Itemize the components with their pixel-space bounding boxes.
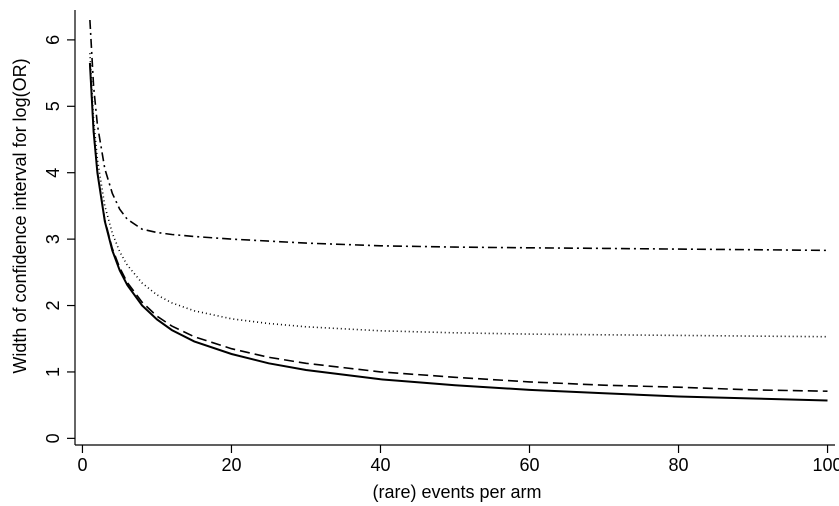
series-line-dashdot [89,19,828,252]
series-line-dashed [89,63,828,392]
series-line-solid [88,63,828,402]
y-tick-label: 0 [43,433,63,443]
y-tick-label: 1 [43,367,63,377]
x-axis-title: (rare) events per arm [372,482,541,502]
series-line-dotted [89,53,828,338]
x-tick-label: 20 [221,455,241,475]
x-tick-label: 80 [669,455,689,475]
y-tick-label: 4 [43,168,63,178]
y-tick-label: 2 [43,301,63,311]
y-tick-label: 3 [43,234,63,244]
y-axis-ticks: 0 1 2 3 4 5 6 [43,35,75,443]
x-tick-label: 100 [813,455,839,475]
x-tick-label: 60 [519,455,539,475]
y-tick-label: 5 [43,101,63,111]
series-group [88,19,828,402]
x-tick-label: 0 [77,455,87,475]
y-tick-label: 6 [43,35,63,45]
x-axis-ticks: 0 20 40 60 80 100 [77,445,839,475]
x-tick-label: 40 [370,455,390,475]
y-axis-title: Width of confidence interval for log(OR) [10,58,30,373]
plot-area: 0 20 40 60 80 100 0 1 2 3 4 5 6 [43,10,839,475]
